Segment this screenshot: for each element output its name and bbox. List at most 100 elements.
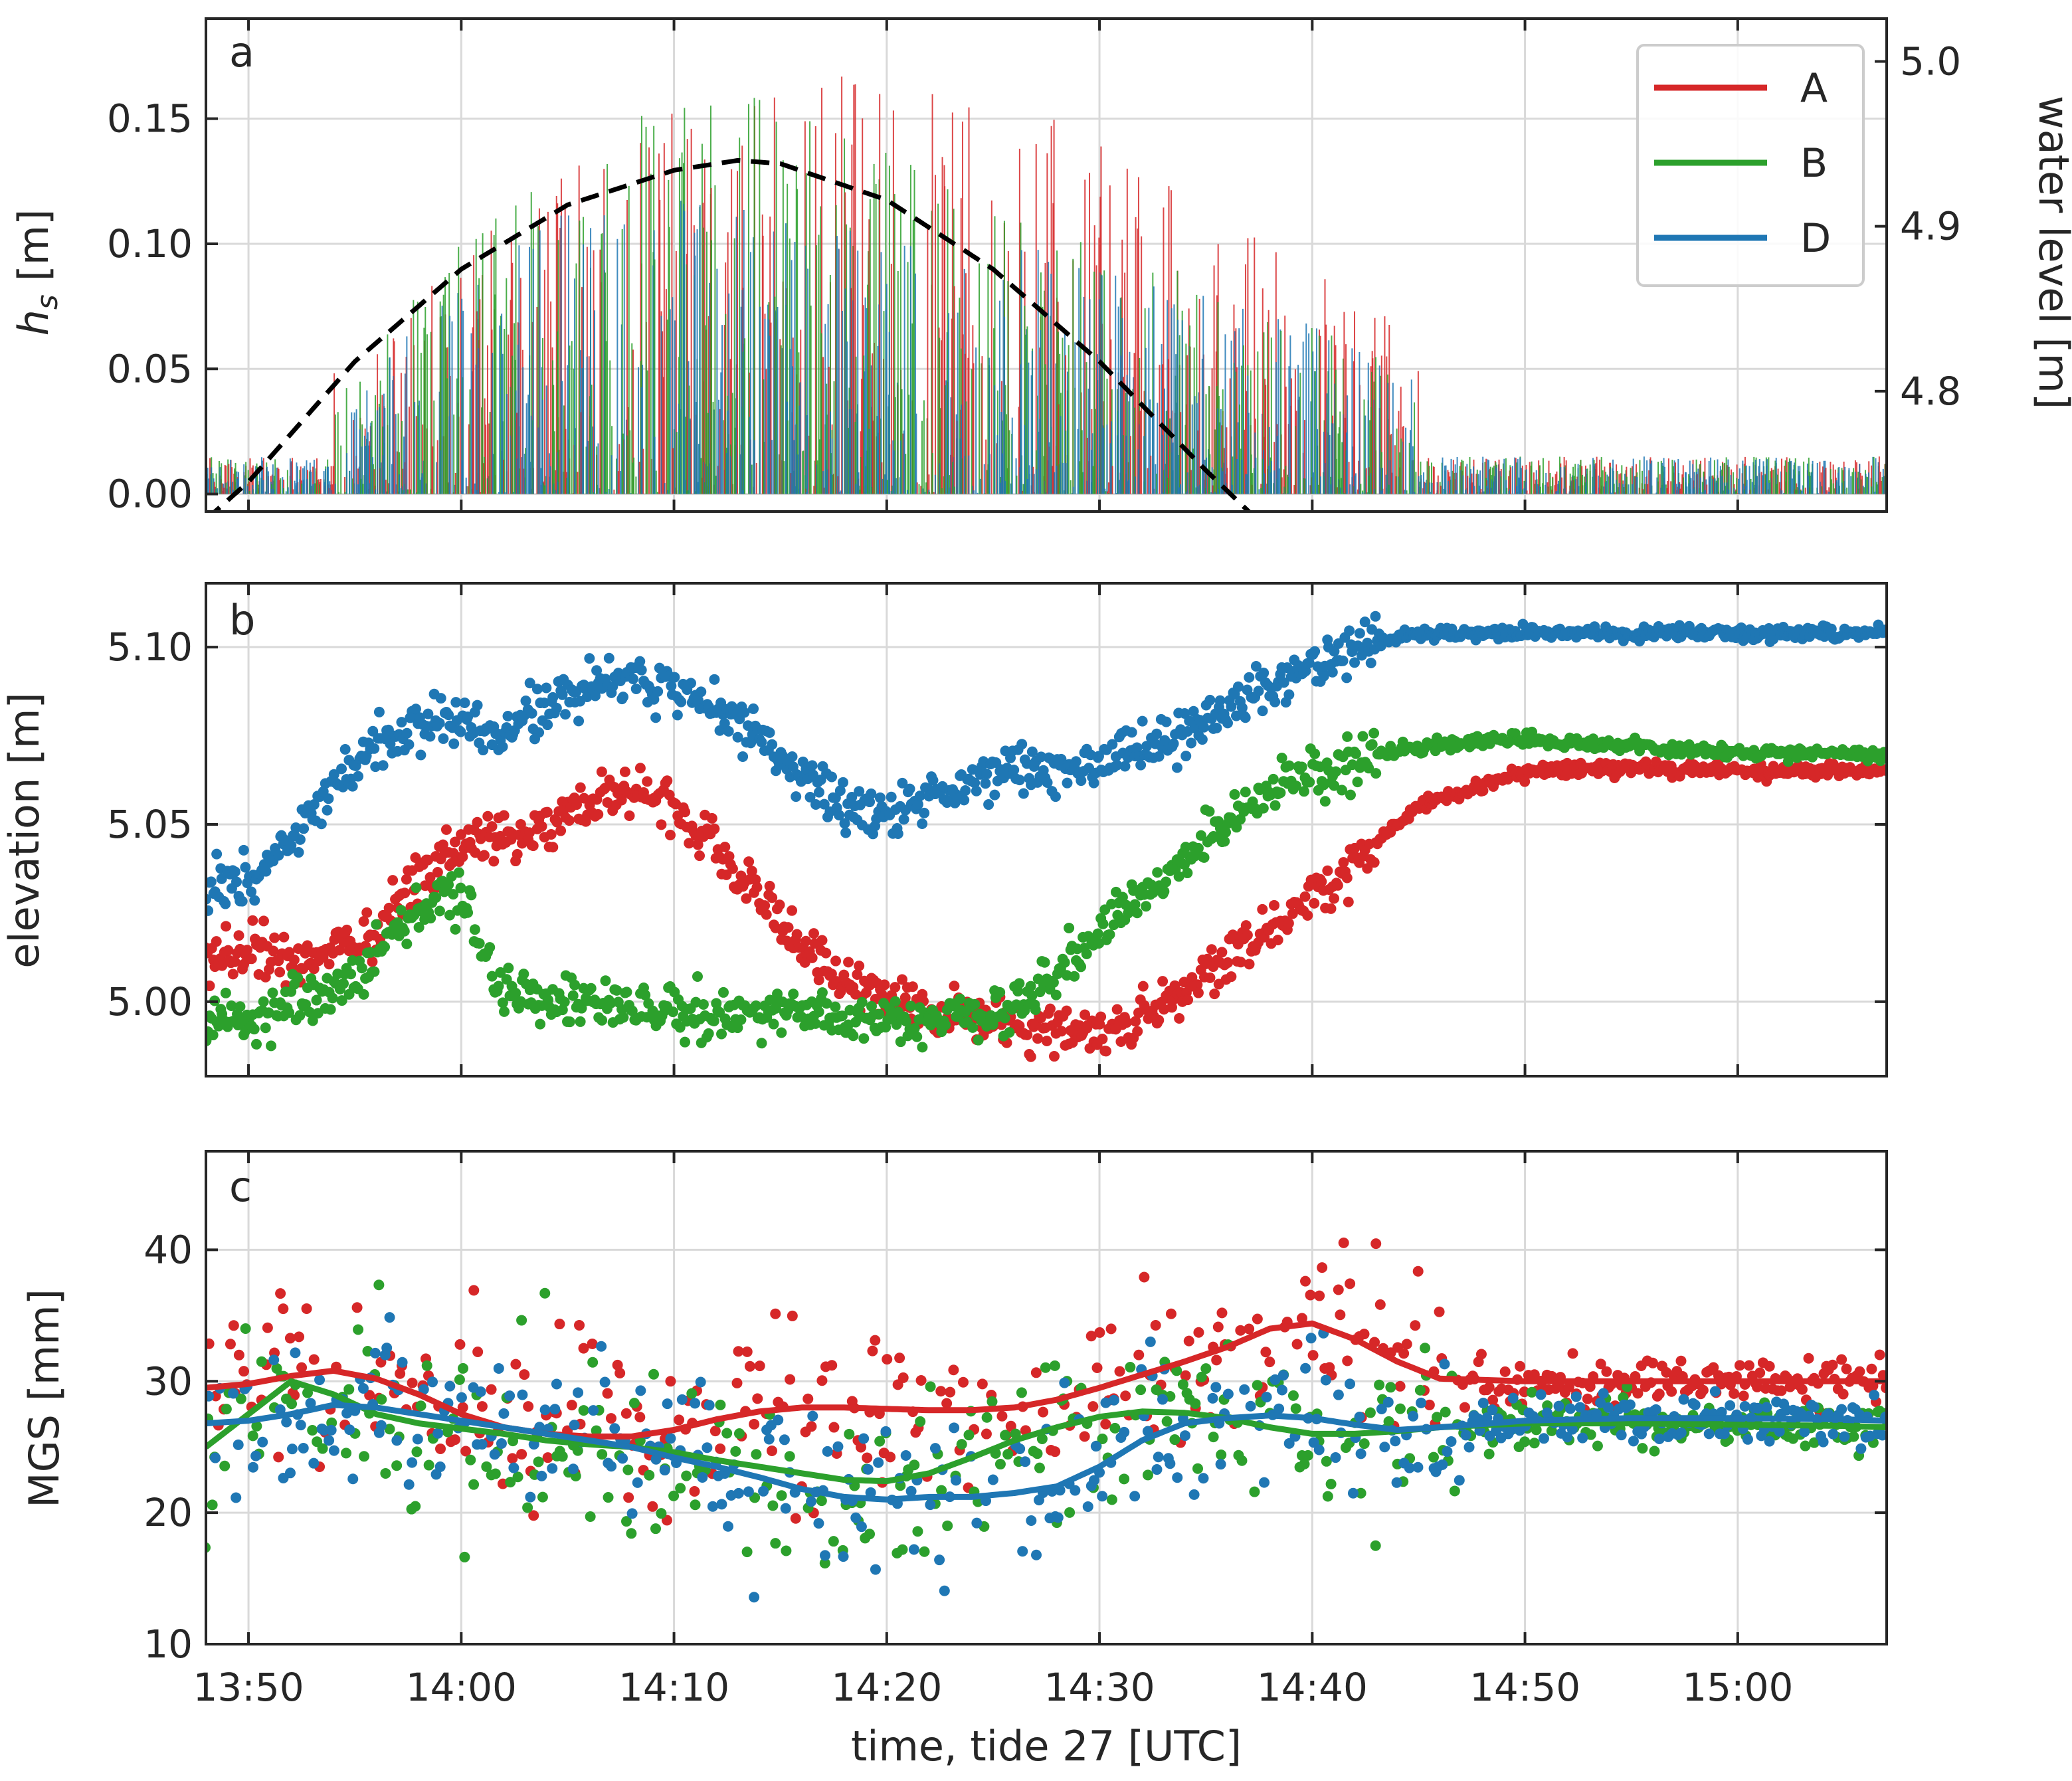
point-B	[1025, 981, 1036, 992]
point-A	[1368, 857, 1380, 868]
point-B	[1039, 957, 1050, 968]
point-A	[593, 808, 604, 820]
point-D	[886, 791, 897, 802]
point-D	[723, 725, 734, 737]
point-D	[524, 678, 535, 689]
point-A	[217, 960, 228, 971]
point-B	[917, 1042, 928, 1053]
point-A	[361, 907, 373, 918]
point-B	[750, 1000, 761, 1011]
point-A	[1111, 1004, 1123, 1015]
point-A	[302, 940, 313, 951]
point-A	[1325, 903, 1337, 914]
point-B	[1117, 891, 1128, 903]
point-A	[808, 928, 819, 939]
point-A	[288, 954, 300, 965]
point-D	[634, 656, 646, 667]
point-B	[1195, 830, 1206, 841]
point-A	[1137, 981, 1149, 992]
point-A	[545, 828, 557, 840]
point-D	[206, 876, 217, 888]
point-B	[1345, 789, 1356, 800]
point-B	[510, 987, 521, 998]
point-D	[236, 895, 248, 907]
point-D	[636, 664, 647, 676]
point-D	[971, 785, 982, 797]
point-D	[627, 673, 638, 684]
point-D	[231, 876, 242, 888]
point-D	[666, 680, 677, 692]
point-D	[293, 847, 304, 858]
point-D	[246, 886, 257, 897]
point-A	[1257, 903, 1268, 915]
point-A	[723, 851, 735, 862]
point-B	[345, 969, 357, 980]
point-D	[1107, 739, 1118, 750]
point-B	[1076, 961, 1087, 973]
point-D	[573, 715, 585, 727]
point-D	[238, 844, 249, 856]
point-A	[783, 922, 794, 933]
point-A	[619, 766, 630, 777]
point-D	[290, 822, 302, 833]
point-B	[1298, 786, 1309, 797]
point-A	[233, 930, 244, 941]
point-B	[692, 971, 703, 982]
point-D	[1171, 762, 1182, 773]
point-A	[1100, 1046, 1111, 1057]
point-A	[1222, 957, 1234, 969]
point-D	[1337, 655, 1349, 666]
point-D	[854, 786, 865, 797]
point-D	[1230, 710, 1242, 721]
point-B	[1342, 731, 1353, 742]
point-A	[774, 899, 785, 911]
point-B	[1296, 761, 1307, 773]
point-A	[472, 816, 483, 828]
point-A	[488, 856, 500, 867]
point-D	[840, 827, 852, 838]
point-A	[324, 959, 335, 970]
point-D	[696, 686, 707, 698]
point-B	[698, 998, 709, 1010]
point-B	[1352, 777, 1363, 788]
point-D	[438, 733, 449, 744]
point-D	[839, 818, 850, 829]
point-A	[1056, 1026, 1067, 1037]
point-B	[772, 988, 783, 1000]
point-A	[227, 969, 238, 980]
point-A	[662, 775, 673, 787]
point-B	[1152, 867, 1163, 878]
point-B	[327, 992, 338, 1004]
point-B	[955, 993, 966, 1004]
point-A	[816, 935, 828, 946]
point-D	[904, 783, 915, 795]
point-A	[1244, 959, 1255, 970]
point-B	[668, 1006, 679, 1018]
point-B	[1059, 957, 1070, 968]
point-B	[856, 996, 868, 1008]
point-D	[377, 760, 389, 771]
point-D	[435, 693, 446, 704]
point-B	[448, 889, 459, 900]
point-D	[1135, 759, 1147, 771]
point-A	[1048, 1051, 1060, 1062]
point-B	[369, 966, 380, 977]
point-D	[286, 840, 297, 851]
point-A	[1186, 972, 1198, 983]
point-B	[469, 924, 480, 935]
point-A	[563, 815, 575, 826]
water-level-line	[211, 157, 1252, 512]
point-D	[1036, 751, 1047, 763]
point-B	[1283, 760, 1295, 771]
point-D	[652, 686, 664, 697]
point-D	[557, 689, 568, 700]
point-B	[764, 994, 775, 1006]
point-A	[642, 776, 653, 787]
point-A	[358, 916, 369, 927]
point-A	[401, 874, 412, 885]
point-D	[603, 652, 614, 664]
point-A	[1881, 765, 1887, 776]
point-A	[899, 992, 911, 1003]
point-A	[719, 842, 731, 853]
point-B	[564, 1016, 575, 1028]
